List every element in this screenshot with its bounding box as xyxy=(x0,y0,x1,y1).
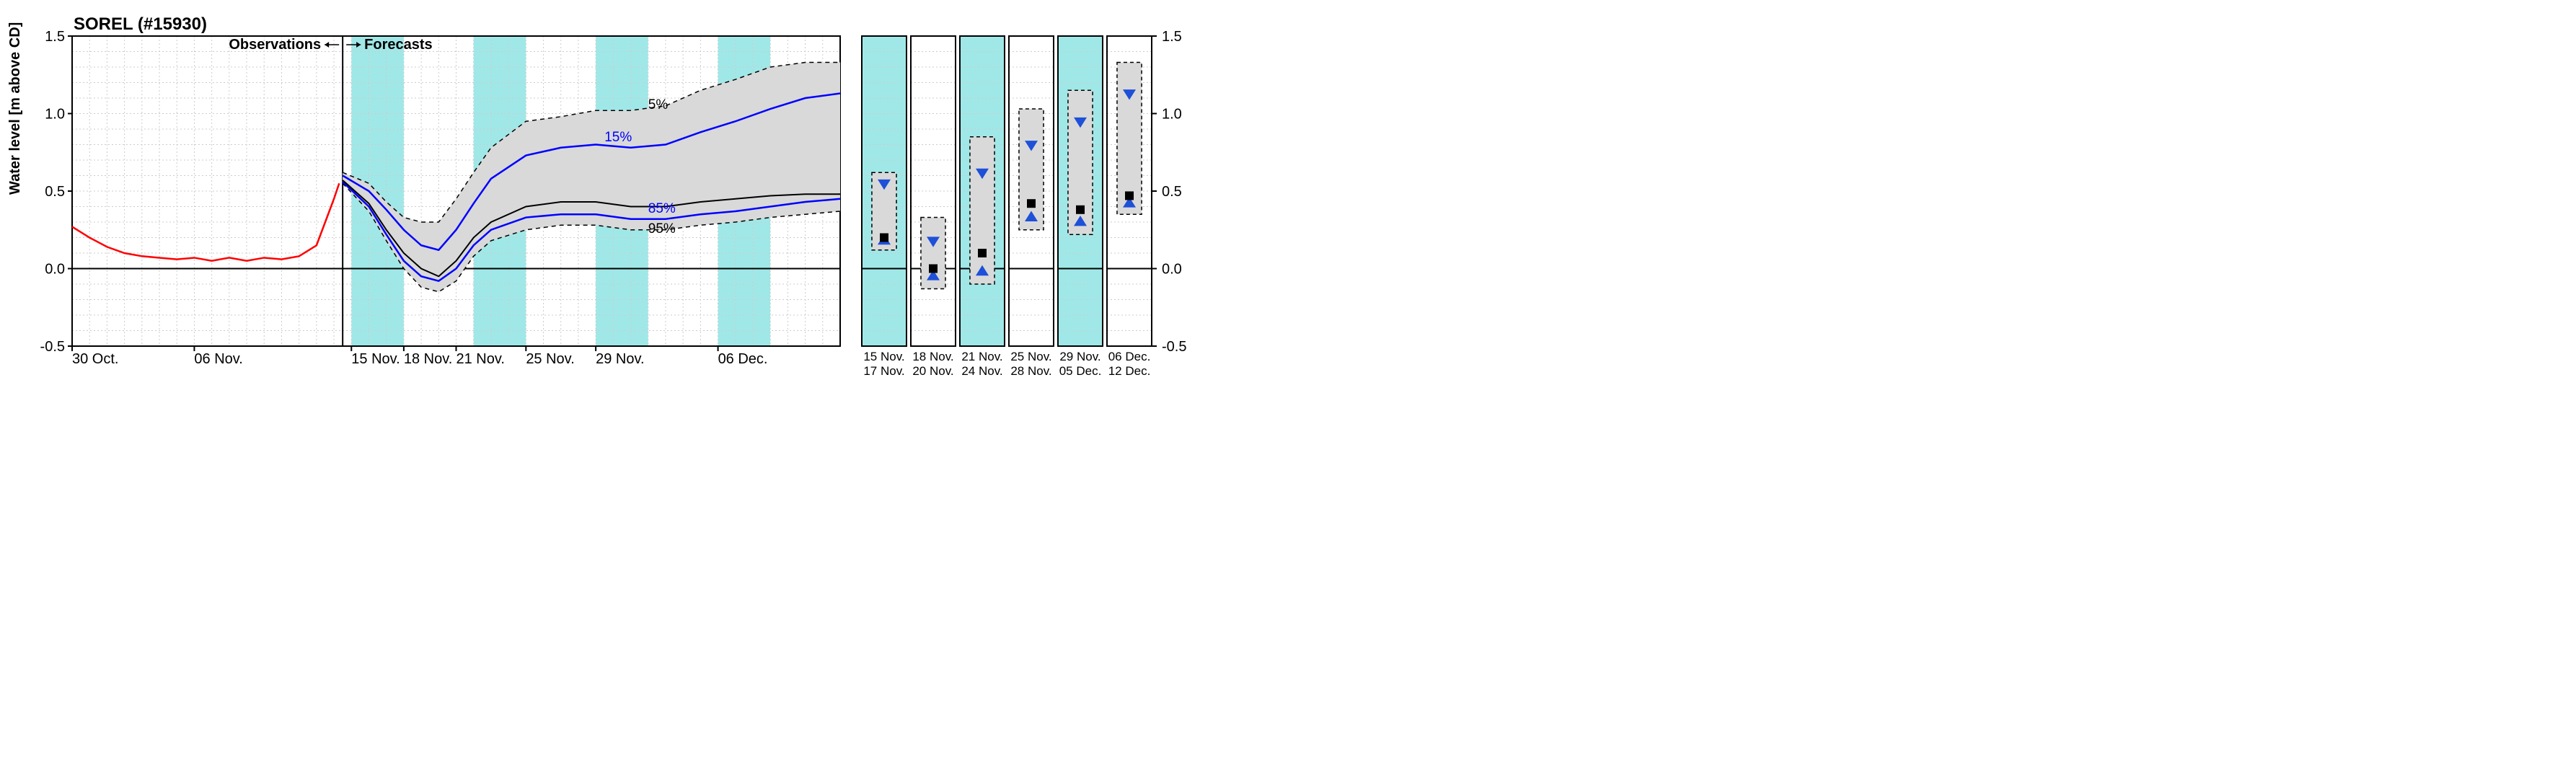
svg-text:30 Oct.: 30 Oct. xyxy=(72,351,118,367)
svg-text:29 Nov.: 29 Nov. xyxy=(596,351,644,367)
svg-text:25 Nov.: 25 Nov. xyxy=(1010,350,1051,363)
svg-text:24 Nov.: 24 Nov. xyxy=(961,364,1002,378)
svg-text:15 Nov.: 15 Nov. xyxy=(863,350,904,363)
svg-text:0.0: 0.0 xyxy=(1162,262,1182,278)
svg-text:06 Dec.: 06 Dec. xyxy=(718,351,768,367)
svg-text:21 Nov.: 21 Nov. xyxy=(456,351,505,367)
svg-text:0.5: 0.5 xyxy=(45,184,65,200)
svg-text:Observations: Observations xyxy=(229,37,321,53)
svg-text:12 Dec.: 12 Dec. xyxy=(1108,364,1151,378)
svg-text:15 Nov.: 15 Nov. xyxy=(351,351,400,367)
svg-text:Forecasts: Forecasts xyxy=(364,37,432,53)
svg-text:85%: 85% xyxy=(648,201,676,216)
svg-text:18 Nov.: 18 Nov. xyxy=(912,350,953,363)
svg-text:28 Nov.: 28 Nov. xyxy=(1010,364,1051,378)
svg-text:1.0: 1.0 xyxy=(1162,107,1182,123)
svg-text:20 Nov.: 20 Nov. xyxy=(912,364,953,378)
svg-text:1.5: 1.5 xyxy=(45,29,65,45)
svg-text:05 Dec.: 05 Dec. xyxy=(1059,364,1102,378)
svg-text:06 Nov.: 06 Nov. xyxy=(194,351,242,367)
svg-text:25 Nov.: 25 Nov. xyxy=(526,351,574,367)
svg-text:21 Nov.: 21 Nov. xyxy=(961,350,1002,363)
svg-text:0.0: 0.0 xyxy=(45,262,65,278)
chart-svg: -0.50.00.51.01.530 Oct.06 Nov.15 Nov.18 … xyxy=(14,14,2576,404)
svg-text:-0.5: -0.5 xyxy=(1162,339,1186,355)
water-level-chart: SOREL (#15930) Water level [m above CD] … xyxy=(14,14,2562,389)
svg-text:29 Nov.: 29 Nov. xyxy=(1059,350,1100,363)
svg-text:95%: 95% xyxy=(648,221,676,237)
svg-text:1.5: 1.5 xyxy=(1162,29,1182,45)
svg-text:5%: 5% xyxy=(648,97,669,112)
svg-text:0.5: 0.5 xyxy=(1162,184,1182,200)
svg-text:1.0: 1.0 xyxy=(45,107,65,123)
svg-text:17 Nov.: 17 Nov. xyxy=(863,364,904,378)
svg-text:18 Nov.: 18 Nov. xyxy=(404,351,452,367)
svg-text:-0.5: -0.5 xyxy=(40,339,65,355)
svg-text:15%: 15% xyxy=(604,130,632,145)
svg-text:06 Dec.: 06 Dec. xyxy=(1108,350,1151,363)
